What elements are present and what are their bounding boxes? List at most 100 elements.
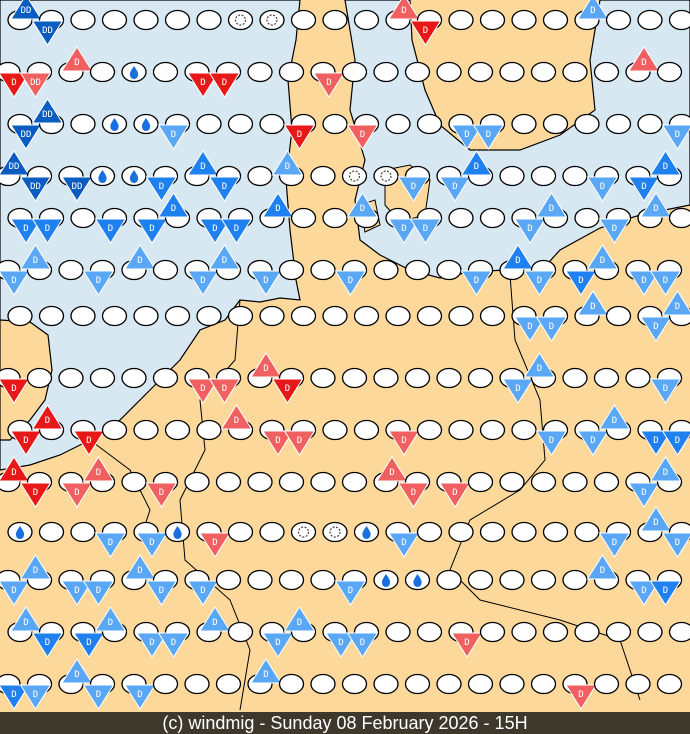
wind-triangle-icon xyxy=(640,506,672,532)
wind-triangle-icon xyxy=(577,290,609,316)
fog-icon xyxy=(329,526,341,538)
wind-triangle-icon xyxy=(73,632,105,658)
cloud-marker xyxy=(38,305,65,327)
wind-label: D xyxy=(200,384,205,394)
cloud-marker xyxy=(58,367,84,389)
wind-triangle-icon xyxy=(388,532,420,558)
cloud-marker xyxy=(448,521,474,543)
wind-label: D xyxy=(612,224,617,234)
cloud-marker xyxy=(479,207,506,229)
wind-triangle-icon xyxy=(220,218,253,244)
wind-triangle-icon xyxy=(346,632,379,658)
wind-label: D xyxy=(578,690,583,700)
cloud-marker xyxy=(322,419,348,441)
wind-label: DD xyxy=(9,162,20,172)
cloud-marker xyxy=(310,165,336,187)
cloud-marker xyxy=(7,305,33,327)
wind-triangle-icon xyxy=(220,404,253,430)
wind-label: D xyxy=(549,436,554,446)
wind-triangle-icon xyxy=(661,532,690,558)
wind-triangle-icon xyxy=(628,270,660,296)
wind-triangle-icon xyxy=(661,124,690,150)
cloud-marker xyxy=(511,621,537,643)
cloud-marker xyxy=(448,305,474,327)
cloud-marker xyxy=(416,305,443,327)
wind-triangle-icon xyxy=(640,192,672,218)
wind-label: D xyxy=(663,384,668,394)
wind-triangle-icon xyxy=(31,632,64,658)
cloud-marker xyxy=(310,471,336,493)
wind-triangle-icon xyxy=(31,404,64,430)
wind-label: D xyxy=(159,488,164,498)
cloud-marker xyxy=(416,419,443,441)
wind-triangle-icon xyxy=(502,244,534,270)
cloud-marker xyxy=(373,165,399,187)
wind-label: D xyxy=(149,224,154,234)
cloud-marker xyxy=(164,305,191,327)
wind-label: D xyxy=(45,416,50,426)
wind-label: D xyxy=(360,638,365,648)
wind-label: DD xyxy=(21,6,32,16)
wind-label: DD xyxy=(30,78,41,88)
cloud-marker xyxy=(152,367,179,389)
wind-triangle-icon xyxy=(145,580,178,606)
cloud-marker xyxy=(26,367,53,389)
wind-label: DD xyxy=(30,182,41,192)
wind-label: D xyxy=(401,6,406,16)
wind-triangle-icon xyxy=(124,244,156,270)
wind-triangle-icon xyxy=(346,124,379,150)
wind-triangle-icon xyxy=(82,580,115,606)
cloud-marker xyxy=(121,367,147,389)
rain-drop-icon xyxy=(15,526,25,539)
wind-label: D xyxy=(74,58,79,68)
wind-triangle-icon xyxy=(439,482,471,508)
wind-triangle-icon xyxy=(514,316,546,342)
wind-label: D xyxy=(222,384,227,394)
cloud-marker xyxy=(152,61,179,83)
wind-triangle-icon xyxy=(649,456,682,482)
wind-triangle-icon xyxy=(262,430,294,456)
wind-label: DD xyxy=(21,130,32,140)
wind-triangle-icon xyxy=(535,316,568,342)
wind-label: D xyxy=(590,6,595,16)
wind-label: D xyxy=(222,78,227,88)
wind-triangle-icon xyxy=(124,554,156,580)
map-caption: (c) windmig - Sunday 08 February 2026 - … xyxy=(0,712,690,734)
cloud-marker xyxy=(373,259,399,281)
wind-label: D xyxy=(275,204,280,214)
wind-label: D xyxy=(86,638,91,648)
wind-triangle-icon xyxy=(586,244,619,270)
wind-label: D xyxy=(360,130,365,140)
wind-triangle-icon xyxy=(409,20,442,46)
wind-triangle-icon xyxy=(145,482,178,508)
cloud-marker xyxy=(593,673,620,695)
wind-triangle-icon xyxy=(31,20,64,46)
wind-triangle-icon xyxy=(271,150,304,176)
wind-label: D xyxy=(600,566,605,576)
cloud-marker xyxy=(310,367,336,389)
cloud-marker xyxy=(310,569,336,591)
wind-triangle-icon xyxy=(628,46,660,72)
wind-triangle-icon xyxy=(10,430,42,456)
wind-triangle-icon xyxy=(199,218,231,244)
cloud-marker xyxy=(278,61,305,83)
wind-triangle-icon xyxy=(94,606,127,632)
cloud-marker xyxy=(101,419,128,441)
wind-label: D xyxy=(11,276,16,286)
cloud-marker xyxy=(58,259,84,281)
wind-triangle-icon xyxy=(649,270,682,296)
cloud-marker xyxy=(310,673,336,695)
wind-label: D xyxy=(33,256,38,266)
cloud-marker xyxy=(133,305,159,327)
wind-label: D xyxy=(212,538,217,548)
rain-drop-icon xyxy=(129,170,139,183)
wind-label: D xyxy=(74,670,79,680)
wind-label: D xyxy=(411,488,416,498)
wind-label: D xyxy=(600,256,605,266)
wind-triangle-icon xyxy=(94,532,127,558)
cloud-marker xyxy=(542,113,569,135)
wind-label: D xyxy=(212,224,217,234)
wind-triangle-icon xyxy=(661,290,690,316)
cloud-marker xyxy=(247,569,273,591)
wind-label: D xyxy=(222,256,227,266)
